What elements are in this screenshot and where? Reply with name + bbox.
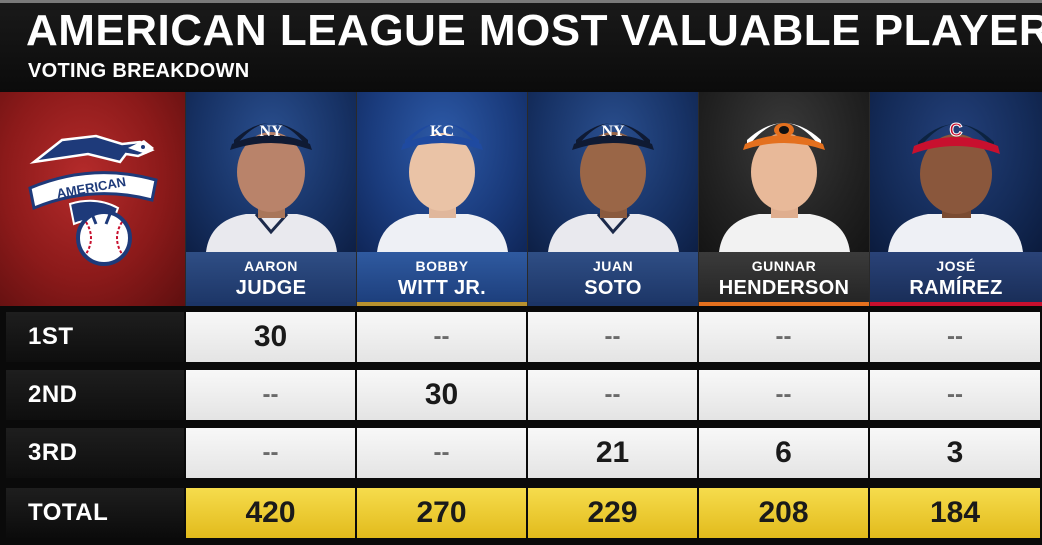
total-cell: 208 [699,488,868,538]
vote-cell: -- [357,312,526,362]
player-portrait-icon: NY [548,123,679,252]
svg-text:KC: KC [430,123,454,140]
player-last-name: RAMÍREZ [909,277,1003,299]
player-last-name: SOTO [584,277,642,299]
player-photo: NY [186,92,356,252]
vote-cell: -- [699,312,868,362]
player-portrait-icon: C [888,120,1023,252]
player-card: NY AARON JUDGE [185,92,356,306]
player-last-name: WITT JR. [398,277,486,299]
league-logo-panel: AMERICAN [0,92,185,306]
player-name-plate: JOSÉ RAMÍREZ [870,252,1042,306]
vote-cell: -- [699,370,868,420]
team-accent-bar [528,302,698,306]
player-first-name: JOSÉ [936,258,976,274]
player-card: GUNNAR HENDERSON [698,92,869,306]
header-top-rule [0,0,1042,3]
player-photo: KC [357,92,527,252]
vote-cell: -- [528,370,697,420]
vote-row-third-place: 3RD -- -- 21 6 3 [0,428,1042,478]
vote-cell: -- [186,428,355,478]
american-league-eagle-logo-icon: AMERICAN [28,134,158,266]
player-portrait-icon: NY [206,123,337,252]
vote-cell: 3 [870,428,1040,478]
row-label: 2ND [6,370,184,420]
total-cell: 420 [186,488,355,538]
vote-cell: -- [528,312,697,362]
player-last-name: HENDERSON [718,277,850,299]
graphic-title: AMERICAN LEAGUE MOST VALUABLE PLAYER [26,6,1042,55]
player-portrait-icon [719,123,850,252]
player-columns: NY AARON JUDGE KC BOBBY WITT JR. [185,92,1042,306]
total-cell: 184 [870,488,1040,538]
team-accent-bar [357,302,527,306]
team-accent-bar [870,302,1042,306]
vote-cell: -- [870,370,1040,420]
player-first-name: JUAN [592,258,634,274]
svg-text:NY: NY [259,123,283,140]
vote-cell: -- [186,370,355,420]
player-photo: NY [528,92,698,252]
player-name-plate: GUNNAR HENDERSON [699,252,869,306]
total-cell: 229 [528,488,697,538]
vote-cell: 6 [699,428,868,478]
team-accent-bar [699,302,869,306]
row-label: TOTAL [6,488,184,538]
vote-cell: 21 [528,428,697,478]
player-last-name: JUDGE [235,277,307,299]
svg-text:C: C [950,120,963,140]
player-photo [699,92,869,252]
vote-row-total: TOTAL 420 270 229 208 184 [0,488,1042,538]
vote-row-second-place: 2ND -- 30 -- -- -- [0,370,1042,420]
player-first-name: BOBBY [415,258,469,274]
player-card: KC BOBBY WITT JR. [356,92,527,306]
row-label: 1ST [6,312,184,362]
vote-cell: 30 [357,370,526,420]
player-card: C JOSÉ RAMÍREZ [869,92,1042,306]
player-first-name: AARON [244,258,298,274]
vote-row-first-place: 1ST 30 -- -- -- -- [0,312,1042,362]
player-card: NY JUAN SOTO [527,92,698,306]
player-name-plate: AARON JUDGE [186,252,356,306]
vote-cell: 30 [186,312,355,362]
player-photo: C [870,92,1042,252]
graphic-header: AMERICAN LEAGUE MOST VALUABLE PLAYER VOT… [0,0,1042,92]
row-label: 3RD [6,428,184,478]
player-first-name: GUNNAR [751,258,817,274]
player-name-plate: JUAN SOTO [528,252,698,306]
graphic-subtitle: VOTING BREAKDOWN [28,60,250,82]
total-cell: 270 [357,488,526,538]
vote-cell: -- [870,312,1040,362]
vote-cell: -- [357,428,526,478]
svg-text:NY: NY [601,123,625,140]
team-accent-bar [186,302,356,306]
player-name-plate: BOBBY WITT JR. [357,252,527,306]
player-portrait-icon: KC [377,123,508,252]
